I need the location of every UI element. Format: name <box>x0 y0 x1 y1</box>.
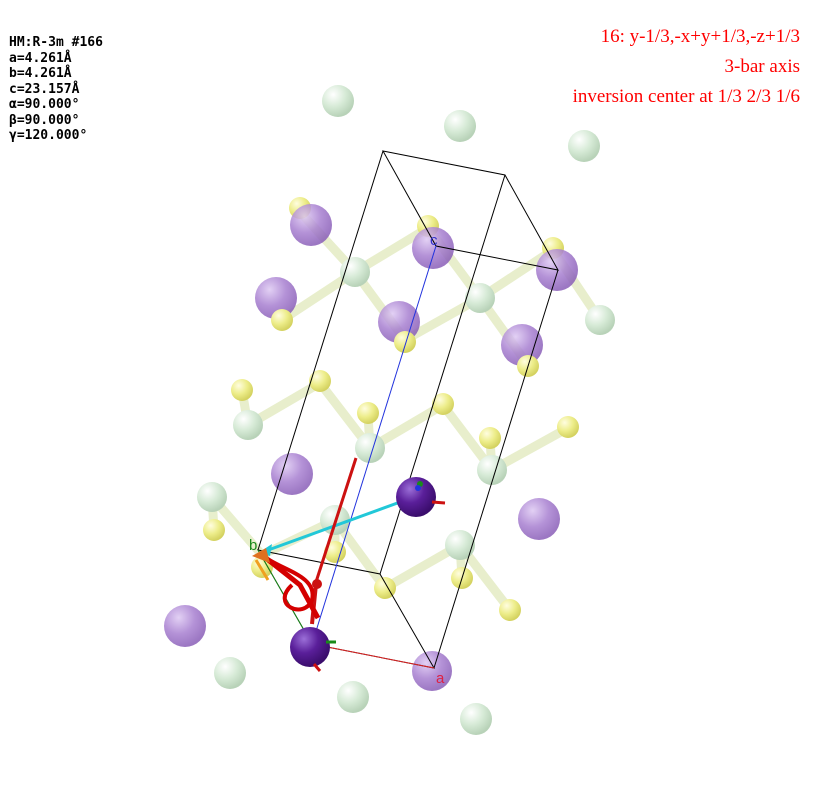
atom-yellow[interactable] <box>231 379 253 401</box>
atom-pale-green[interactable] <box>568 130 600 162</box>
atom-pale-green[interactable] <box>322 85 354 117</box>
axis-c-label: c <box>430 232 438 249</box>
rotation-axis-upper <box>314 457 358 583</box>
atom-pale-green[interactable] <box>444 110 476 142</box>
atom-pale-green[interactable] <box>477 455 507 485</box>
rotation-marker <box>312 579 322 589</box>
cell-a-value: a=4.261Å <box>9 50 72 66</box>
atom-yellow[interactable] <box>374 577 396 599</box>
atom-purple[interactable] <box>255 277 297 319</box>
unit-cell-edge <box>433 269 559 669</box>
origin-atom[interactable] <box>290 627 330 667</box>
atom-purple[interactable] <box>501 324 543 366</box>
origin-atom-tick-red <box>312 663 322 672</box>
atom-pale-green[interactable] <box>460 703 492 735</box>
atom-pale-green[interactable] <box>233 410 263 440</box>
atom-pale-green[interactable] <box>337 681 369 713</box>
atom-yellow[interactable] <box>271 309 293 331</box>
atom-pale-green[interactable] <box>465 283 495 313</box>
rotation-axis-lower <box>310 583 318 625</box>
atom-pale-green[interactable] <box>214 657 246 689</box>
atom-purple[interactable] <box>290 204 332 246</box>
atom-purple[interactable] <box>164 605 206 647</box>
translation-vector <box>259 495 415 555</box>
cell-alpha-value: α=90.000° <box>9 97 80 112</box>
rotation-arc <box>260 553 315 612</box>
space-group-label: HM:R-3m #166 <box>9 35 103 50</box>
axis-a-label: a <box>436 670 445 687</box>
cell-beta-value: β=90.000° <box>9 112 80 128</box>
atom-purple[interactable] <box>271 453 313 495</box>
atom-yellow[interactable] <box>324 541 346 563</box>
cell-parameters: HM:R-3m #166 a=4.261Å b=4.261Å c=23.157Å… <box>9 35 103 144</box>
atom-yellow[interactable] <box>499 599 521 621</box>
atom-yellow[interactable] <box>557 416 579 438</box>
atom-yellow[interactable] <box>432 393 454 415</box>
symop-operation: 16: y-1/3,-x+y+1/3,-z+1/3 <box>600 26 800 47</box>
rotation-arc-2 <box>260 553 321 620</box>
axis-b-label: b <box>249 537 257 554</box>
atom-pale-green[interactable] <box>340 257 370 287</box>
atom-purple[interactable] <box>412 227 454 269</box>
cell-b-value: b=4.261Å <box>9 66 72 81</box>
atom-pale-green[interactable] <box>445 530 475 560</box>
atom-pale-green[interactable] <box>355 433 385 463</box>
unit-cell-top-face <box>382 150 559 271</box>
rotation-arrowhead <box>252 548 270 563</box>
symmetry-visual <box>252 457 446 672</box>
symmetry-operation-info: 16: y-1/3,-x+y+1/3,-z+1/3 3-bar axis inv… <box>573 22 800 112</box>
rotation-axis-tail <box>254 559 270 581</box>
axis-a-line <box>311 643 435 669</box>
atom-yellow[interactable] <box>394 331 416 353</box>
inversion-atom-tick <box>431 500 446 505</box>
atoms-middle-layer <box>231 370 579 485</box>
inversion-atom[interactable] <box>396 477 436 517</box>
atom-yellow[interactable] <box>203 519 225 541</box>
atom-purple[interactable] <box>412 651 452 691</box>
atoms-lower-layer <box>197 482 521 691</box>
cell-axes: a b c <box>249 232 445 687</box>
atoms-upper-layer <box>255 197 615 377</box>
axis-c-line <box>311 245 437 645</box>
symop-element: 3-bar axis <box>724 56 800 77</box>
atom-yellow[interactable] <box>309 370 331 392</box>
unit-cell-edge <box>257 150 384 551</box>
atom-yellow[interactable] <box>357 402 379 424</box>
atom-yellow[interactable] <box>479 427 501 449</box>
atom-pale-green[interactable] <box>585 305 615 335</box>
cell-c-value: c=23.157Å <box>9 81 80 97</box>
cell-gamma-value: γ=120.000° <box>9 128 88 143</box>
atoms-back <box>164 85 600 735</box>
inversion-atom-dot-blue <box>415 485 421 491</box>
atom-pale-green[interactable] <box>197 482 227 512</box>
symop-inversion-center: inversion center at 1/3 2/3 1/6 <box>572 86 800 107</box>
atom-purple[interactable] <box>518 498 560 540</box>
